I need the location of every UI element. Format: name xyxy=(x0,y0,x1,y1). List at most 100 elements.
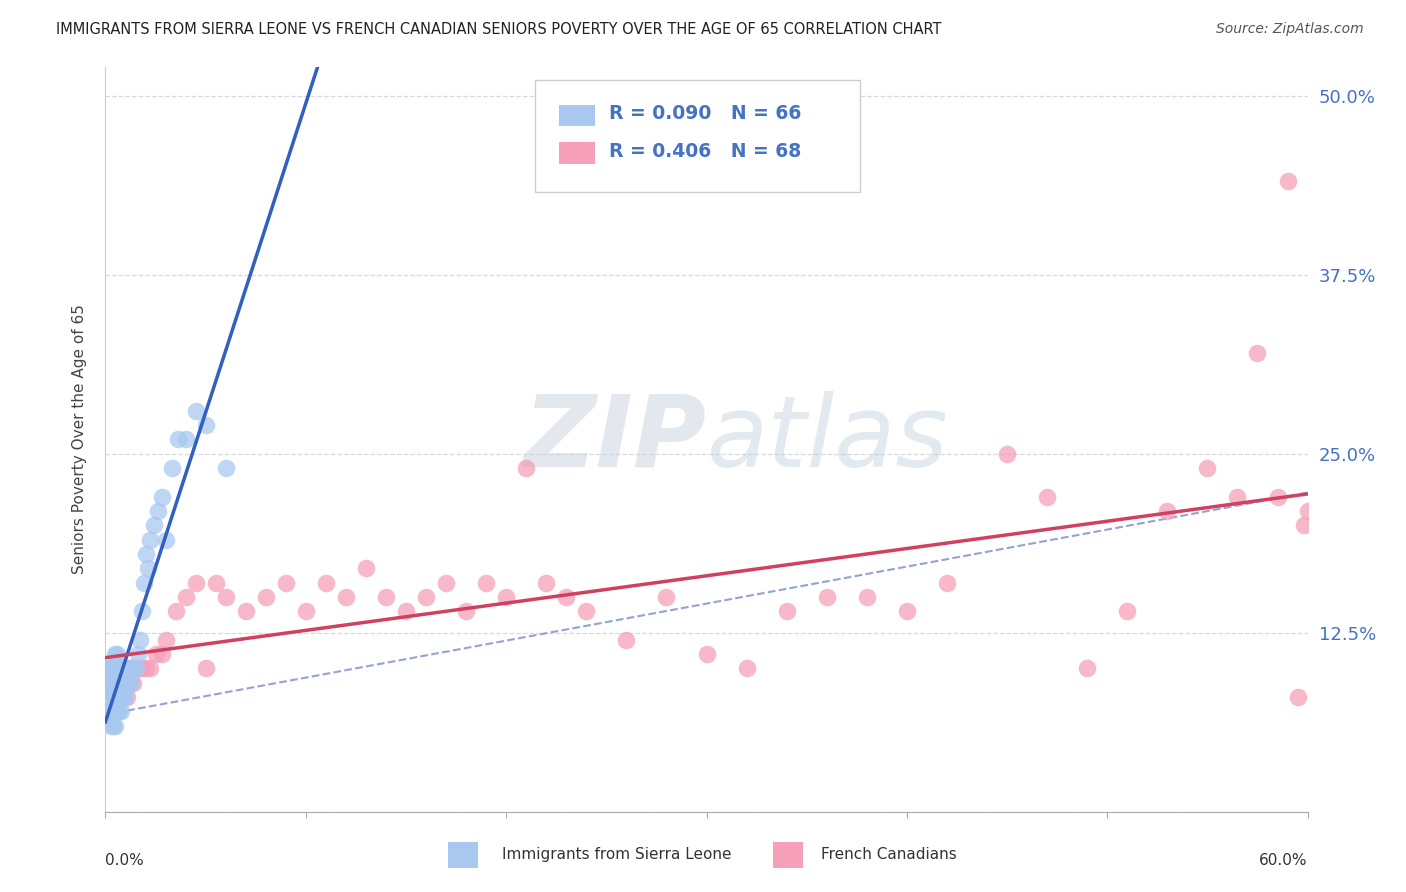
Point xyxy=(117,661,139,675)
Point xyxy=(142,518,165,533)
Text: 0.0%: 0.0% xyxy=(105,854,145,869)
Point xyxy=(98,690,121,705)
Point xyxy=(107,661,129,675)
Point xyxy=(107,647,129,661)
Point xyxy=(165,604,187,618)
Point xyxy=(131,604,153,618)
Point xyxy=(354,561,377,575)
Point xyxy=(107,690,129,705)
Point xyxy=(108,690,131,705)
Point xyxy=(104,661,127,675)
Point xyxy=(204,575,226,590)
Point xyxy=(121,661,143,675)
Point xyxy=(150,647,173,661)
Point xyxy=(121,675,143,690)
Point xyxy=(235,604,257,618)
Point xyxy=(98,675,121,690)
Point xyxy=(655,590,678,604)
Point xyxy=(104,675,127,690)
Point xyxy=(100,675,122,690)
Point xyxy=(96,675,118,690)
Text: R = 0.406   N = 68: R = 0.406 N = 68 xyxy=(609,142,801,161)
Point xyxy=(434,575,457,590)
Point xyxy=(128,632,150,647)
Point xyxy=(124,661,146,675)
Point xyxy=(155,632,177,647)
Text: Immigrants from Sierra Leone: Immigrants from Sierra Leone xyxy=(502,847,731,862)
Point xyxy=(1116,604,1139,618)
Point xyxy=(138,661,160,675)
Point xyxy=(160,461,183,475)
Point xyxy=(135,547,157,561)
Point xyxy=(166,433,188,447)
Point xyxy=(150,490,173,504)
Y-axis label: Seniors Poverty Over the Age of 65: Seniors Poverty Over the Age of 65 xyxy=(72,304,87,574)
Point xyxy=(495,590,517,604)
Point xyxy=(107,675,129,690)
Point xyxy=(108,705,131,719)
Point xyxy=(103,705,125,719)
Point xyxy=(114,675,136,690)
Point xyxy=(536,575,558,590)
Point xyxy=(146,504,169,518)
Point xyxy=(104,705,127,719)
Point xyxy=(395,604,418,618)
Point xyxy=(214,590,236,604)
Point xyxy=(1246,346,1268,360)
Point xyxy=(815,590,838,604)
Point xyxy=(616,632,638,647)
Point xyxy=(107,661,129,675)
Point xyxy=(138,533,160,547)
Point xyxy=(122,661,145,675)
Point xyxy=(475,575,498,590)
Point xyxy=(174,590,197,604)
Point xyxy=(100,690,122,705)
Point xyxy=(107,705,129,719)
Point xyxy=(108,661,131,675)
Bar xyxy=(449,841,478,868)
Point xyxy=(575,604,598,618)
Point xyxy=(110,675,132,690)
Point xyxy=(100,661,122,675)
Point xyxy=(1292,518,1315,533)
Point xyxy=(274,575,297,590)
Point xyxy=(555,590,578,604)
Point xyxy=(104,690,127,705)
Point xyxy=(112,675,135,690)
Point xyxy=(135,661,157,675)
Point xyxy=(110,690,132,705)
Point xyxy=(131,661,153,675)
Point xyxy=(117,690,139,705)
Text: Source: ZipAtlas.com: Source: ZipAtlas.com xyxy=(1216,22,1364,37)
Point xyxy=(104,719,127,733)
Point xyxy=(103,661,125,675)
Point xyxy=(696,647,718,661)
Text: French Canadians: French Canadians xyxy=(821,847,956,862)
Point xyxy=(110,661,132,675)
Point xyxy=(1197,461,1219,475)
Point xyxy=(1156,504,1178,518)
Bar xyxy=(773,841,803,868)
Point xyxy=(855,590,877,604)
Point xyxy=(735,661,758,675)
Text: ZIP: ZIP xyxy=(523,391,707,488)
Point xyxy=(936,575,959,590)
Point xyxy=(1267,490,1289,504)
Point xyxy=(96,661,118,675)
Point xyxy=(295,604,318,618)
FancyBboxPatch shape xyxy=(534,79,860,192)
Point xyxy=(112,661,135,675)
Text: IMMIGRANTS FROM SIERRA LEONE VS FRENCH CANADIAN SENIORS POVERTY OVER THE AGE OF : IMMIGRANTS FROM SIERRA LEONE VS FRENCH C… xyxy=(56,22,942,37)
Point xyxy=(1226,490,1249,504)
Point xyxy=(98,705,121,719)
Point xyxy=(132,575,155,590)
Point xyxy=(118,675,141,690)
Point xyxy=(194,417,217,432)
Point xyxy=(335,590,357,604)
Point xyxy=(114,661,136,675)
Point xyxy=(104,647,127,661)
Point xyxy=(776,604,799,618)
Point xyxy=(194,661,217,675)
Point xyxy=(103,661,125,675)
Point xyxy=(995,447,1018,461)
